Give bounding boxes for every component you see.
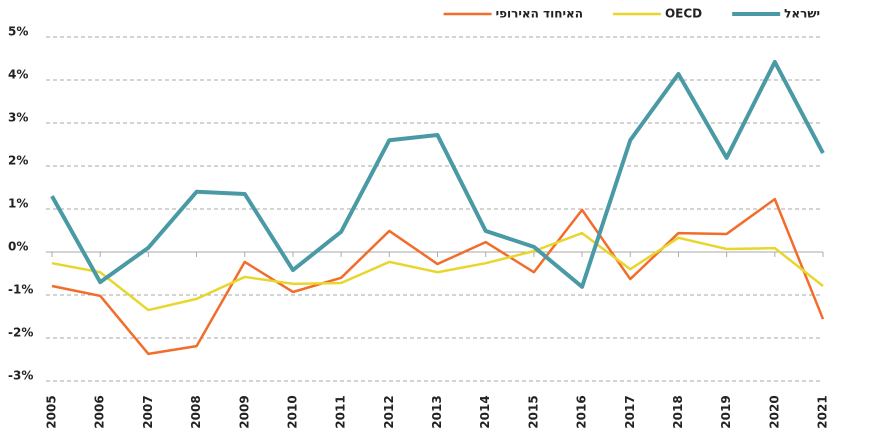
y-tick-label: 4% <box>8 68 28 82</box>
x-tick-label: 2008 <box>189 395 203 428</box>
x-tick-label: 2009 <box>237 395 251 428</box>
x-tick-label: 2011 <box>334 395 348 428</box>
x-tick-label: 2007 <box>141 395 155 428</box>
x-tick-label: 2012 <box>382 395 396 428</box>
series-line <box>51 197 825 356</box>
y-tick-label: -1% <box>8 283 33 297</box>
legend-label: OECD <box>665 7 702 21</box>
x-tick-label: 2021 <box>816 395 830 428</box>
y-tick-label: 0% <box>8 240 28 254</box>
series-line <box>50 59 825 289</box>
x-tick-label: 2016 <box>575 395 589 428</box>
x-tick-label: 2018 <box>671 395 685 428</box>
x-tick-label: 2020 <box>767 395 781 428</box>
x-tick-label: 2015 <box>526 395 540 428</box>
y-tick-label: 5% <box>8 25 28 39</box>
x-tick-label: 2013 <box>430 395 444 428</box>
legend-label: ישראל <box>784 7 820 21</box>
x-tick-label: 2019 <box>719 395 733 428</box>
x-tick-label: 2010 <box>285 395 299 428</box>
legend-label: האיחוד האירופי <box>496 7 583 21</box>
x-tick-label: 2005 <box>45 395 59 428</box>
y-tick-label: 1% <box>8 197 28 211</box>
x-tick-label: 2014 <box>478 395 492 428</box>
x-tick-label: 2006 <box>93 395 107 428</box>
y-tick-label: -2% <box>8 326 33 340</box>
y-tick-label: -3% <box>8 369 33 383</box>
series-line <box>51 231 824 312</box>
y-tick-label: 2% <box>8 154 28 168</box>
y-tick-label: 3% <box>8 111 28 125</box>
x-tick-label: 2017 <box>623 395 637 428</box>
